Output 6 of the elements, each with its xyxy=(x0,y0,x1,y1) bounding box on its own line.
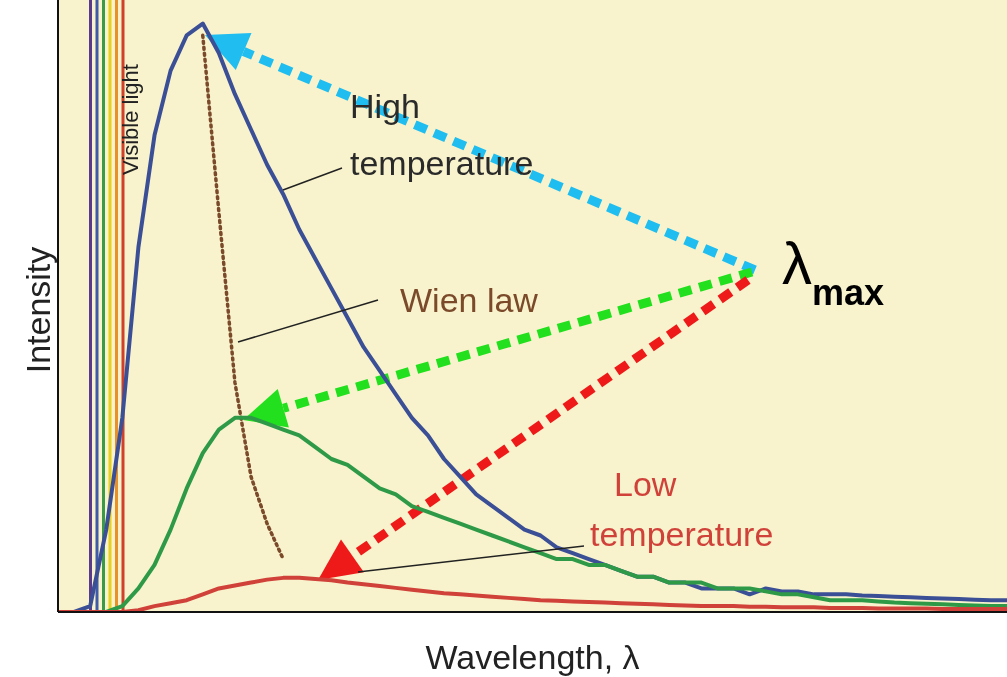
annotation: λ$_{max}$ xyxy=(782,230,885,313)
annotation: Visible light xyxy=(118,64,143,175)
series-label: Low temperature xyxy=(590,465,774,553)
x-axis-title: Wavelength, λ xyxy=(425,638,640,676)
y-axis-title: Intensity xyxy=(19,246,57,374)
text: Wien law xyxy=(400,281,539,319)
